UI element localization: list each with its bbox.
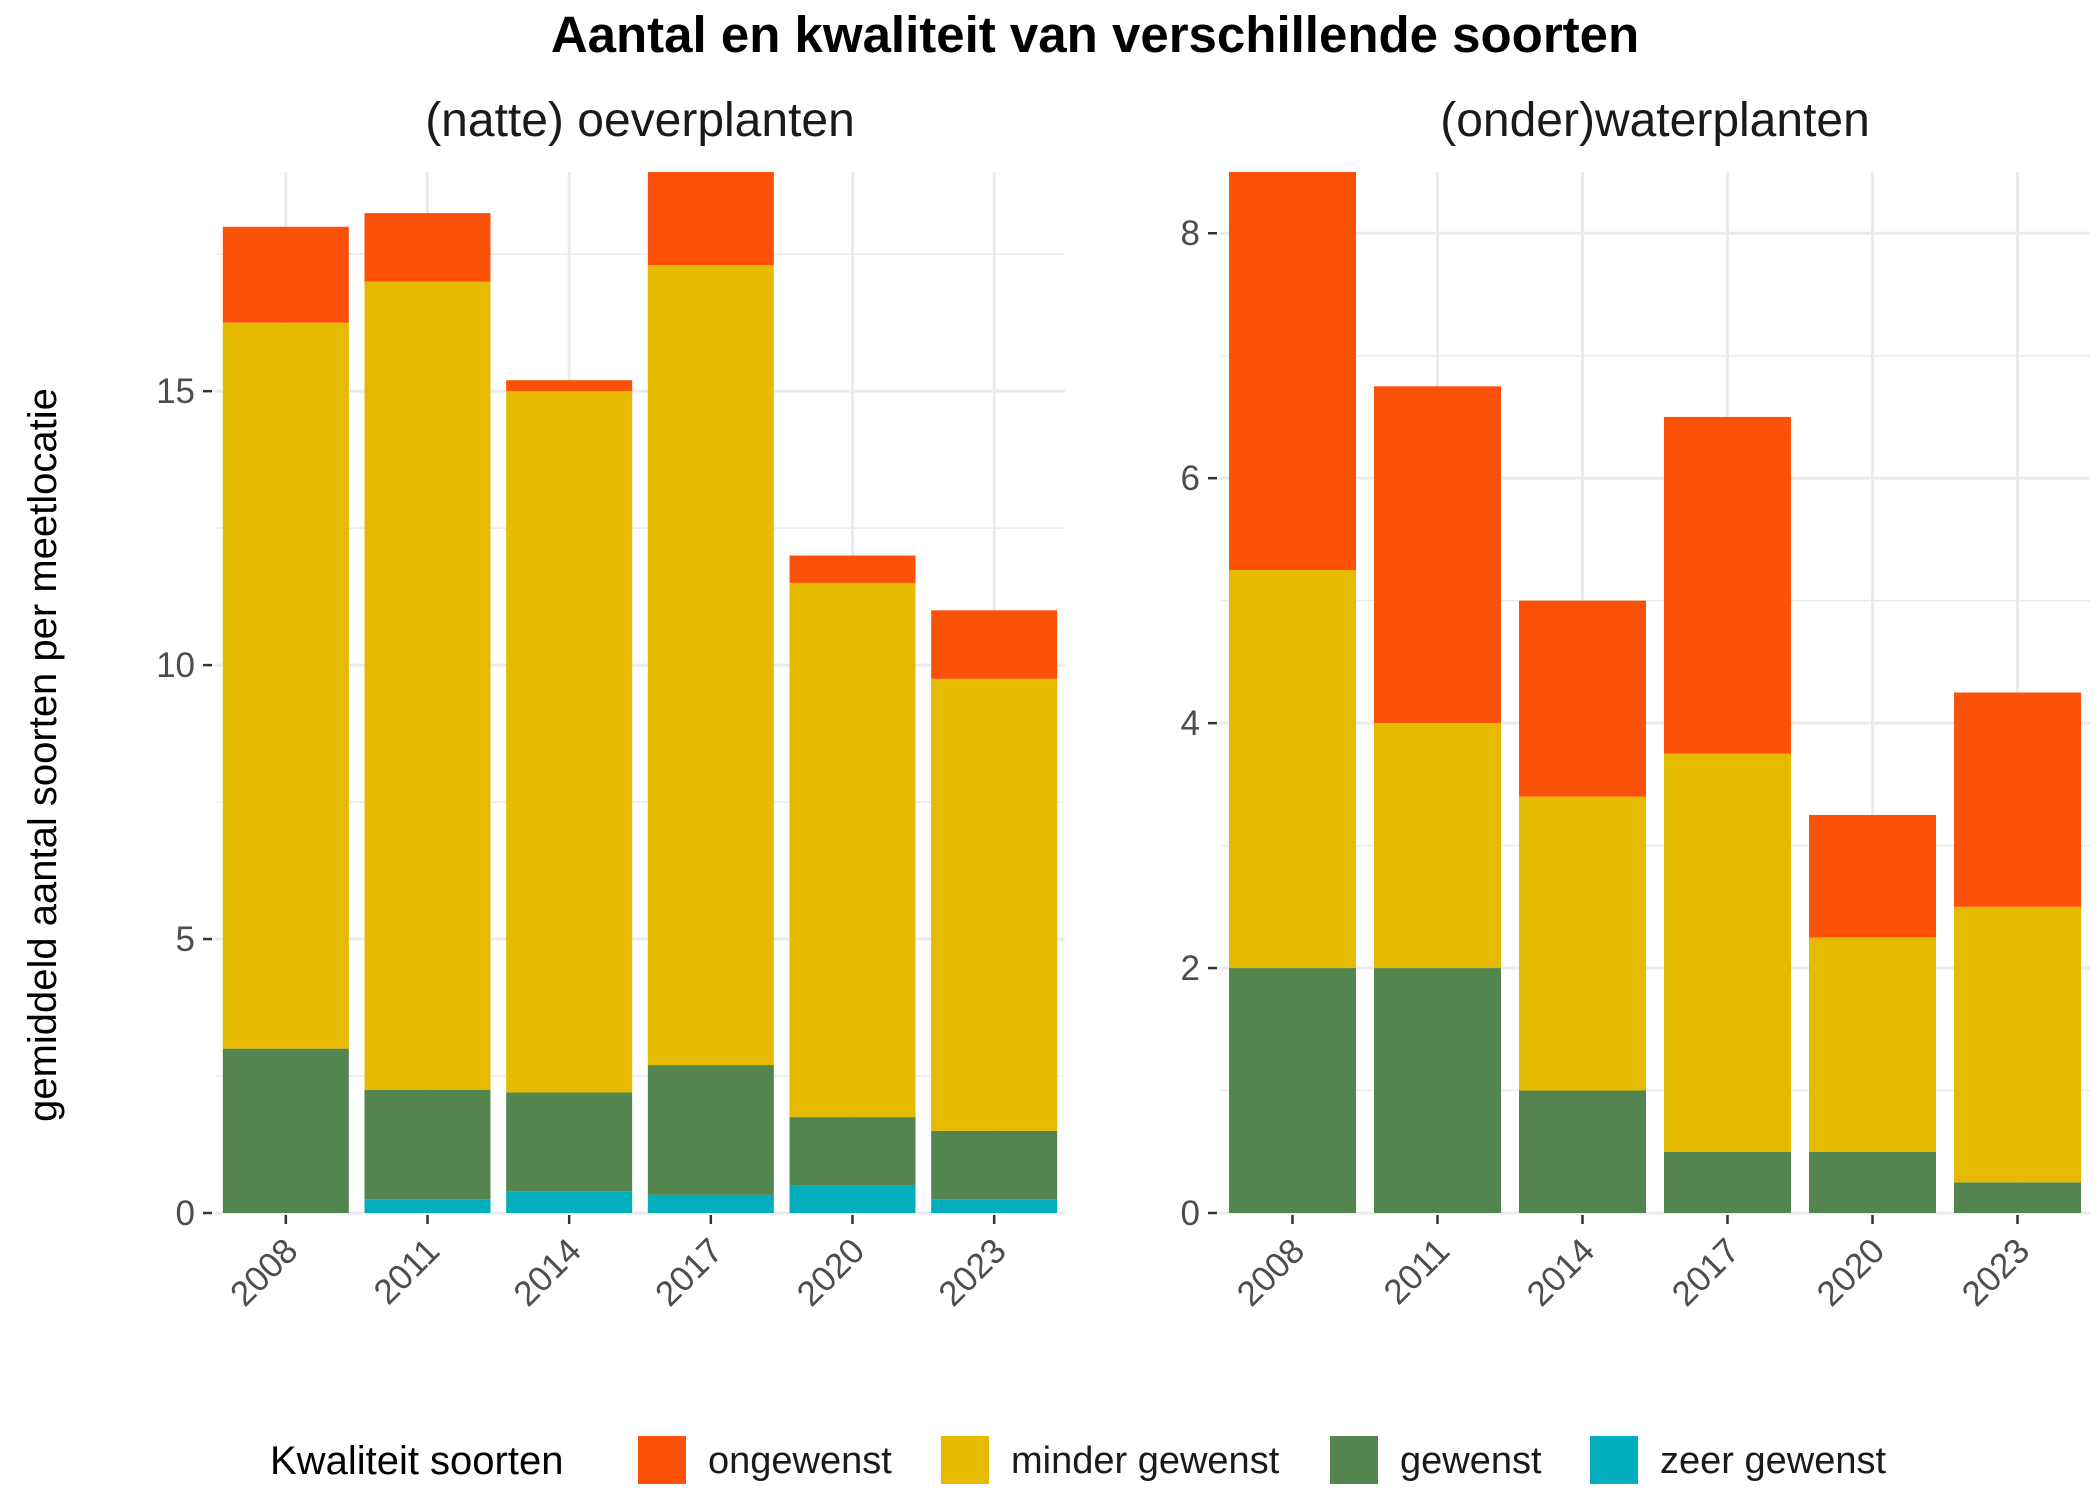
bar-segment-minder-gewenst [222, 322, 349, 1049]
bar-segment-gewenst [1664, 1151, 1791, 1213]
y-tick-label: 4 [1181, 704, 1200, 743]
bar-segment-zeer-gewenst [647, 1194, 774, 1213]
legend-swatch [638, 1436, 686, 1484]
bar-segment-gewenst [222, 1048, 349, 1213]
bar-segment-ongewenst [789, 555, 916, 583]
bar-segment-minder-gewenst [1519, 796, 1646, 1091]
x-tick-label: 2017 [1665, 1231, 1748, 1314]
bar-segment-ongewenst [506, 380, 633, 392]
legend-swatch [1330, 1436, 1378, 1484]
bar-segment-minder-gewenst [1809, 937, 1936, 1152]
y-tick-label: 0 [1181, 1194, 1200, 1233]
bar-segment-zeer-gewenst [789, 1185, 916, 1213]
legend-swatch [1590, 1436, 1638, 1484]
y-tick-label: 2 [1181, 949, 1200, 988]
bar-segment-minder-gewenst [364, 281, 491, 1090]
bar-segment-minder-gewenst [506, 391, 633, 1093]
legend-label: gewenst [1400, 1440, 1542, 1482]
bar-segment-gewenst [1809, 1151, 1936, 1213]
x-tick-label: 2020 [790, 1231, 873, 1314]
bar-segment-minder-gewenst [1374, 723, 1501, 969]
x-tick-label: 2017 [648, 1231, 731, 1314]
bar-segment-ongewenst [1374, 386, 1501, 724]
y-axis-title: gemiddeld aantal soorten per meetlocatie [21, 388, 65, 1122]
y-tick-label: 15 [156, 372, 195, 411]
x-tick-label: 2008 [223, 1231, 306, 1314]
bar-segment-minder-gewenst [931, 678, 1058, 1131]
legend-item-gewenst: gewenst [1330, 1436, 1542, 1484]
bar-segment-zeer-gewenst [506, 1191, 633, 1213]
y-tick-label: 6 [1181, 459, 1200, 498]
bar-segment-minder-gewenst [1664, 753, 1791, 1152]
bar-segment-minder-gewenst [789, 582, 916, 1118]
y-tick-label: 0 [176, 1194, 195, 1233]
bar-segment-zeer-gewenst [364, 1199, 491, 1213]
x-tick-label: 2023 [931, 1231, 1014, 1314]
x-tick-label: 2008 [1230, 1231, 1313, 1314]
x-tick-label: 2011 [1376, 1231, 1457, 1312]
bar-segment-gewenst [789, 1117, 916, 1186]
bar-segment-gewenst [1519, 1090, 1646, 1213]
legend-label: zeer gewenst [1660, 1440, 1886, 1482]
panel-title: (natte) oeverplanten [425, 94, 855, 147]
bar-segment-ongewenst [1519, 600, 1646, 797]
legend-label: minder gewenst [1011, 1440, 1280, 1482]
x-tick-label: 2014 [1520, 1231, 1603, 1314]
bar-segment-ongewenst [1664, 416, 1791, 754]
bar-segment-ongewenst [1229, 172, 1356, 571]
bar-segment-ongewenst [647, 172, 774, 266]
y-tick-label: 10 [156, 646, 195, 685]
x-tick-label: 2011 [366, 1231, 447, 1312]
bar-segment-minder-gewenst [1229, 570, 1356, 969]
bar-segment-gewenst [1374, 968, 1501, 1213]
panel-title: (onder)waterplanten [1440, 94, 1870, 147]
bar-segment-ongewenst [1954, 692, 2081, 907]
bar-segment-ongewenst [222, 226, 349, 323]
y-tick-label: 8 [1181, 214, 1200, 253]
bar-segment-gewenst [931, 1130, 1058, 1200]
legend-label: ongewenst [708, 1440, 892, 1482]
panel-2: (onder)waterplanten 0 2 4 6 8 2008 2011 2014 2017… [1181, 94, 2090, 1314]
legend-item-minder-gewenst: minder gewenst [941, 1436, 1280, 1484]
bar-segment-gewenst [364, 1089, 491, 1200]
bar-segment-zeer-gewenst [931, 1199, 1058, 1213]
bar-segment-gewenst [506, 1092, 633, 1192]
bar-segment-minder-gewenst [1954, 906, 2081, 1183]
chart-title: Aantal en kwaliteit van verschillende so… [551, 6, 1639, 63]
bar-segment-gewenst [647, 1065, 774, 1195]
x-tick-label: 2023 [1955, 1231, 2038, 1314]
legend-item-zeer-gewenst: zeer gewenst [1590, 1436, 1886, 1484]
x-tick-label: 2014 [506, 1231, 589, 1314]
bar-segment-minder-gewenst [647, 265, 774, 1066]
legend-item-ongewenst: ongewenst [638, 1436, 892, 1484]
bar-segment-ongewenst [364, 213, 491, 282]
bar-segment-ongewenst [1809, 814, 1936, 938]
bar-segment-gewenst [1229, 968, 1356, 1213]
bar-segment-ongewenst [931, 610, 1058, 679]
y-tick-label: 5 [176, 920, 195, 959]
bar-segment-gewenst [1954, 1182, 2081, 1213]
legend-title: Kwaliteit soorten [270, 1439, 563, 1483]
x-tick-label: 2020 [1810, 1231, 1893, 1314]
panel-1: (natte) oeverplanten 0 5 10 15 2008 2011 2014 20… [156, 94, 1065, 1314]
chart-legend: Kwaliteit soorten ongewenst minder gewenst… [270, 1436, 1886, 1484]
legend-swatch [941, 1436, 989, 1484]
